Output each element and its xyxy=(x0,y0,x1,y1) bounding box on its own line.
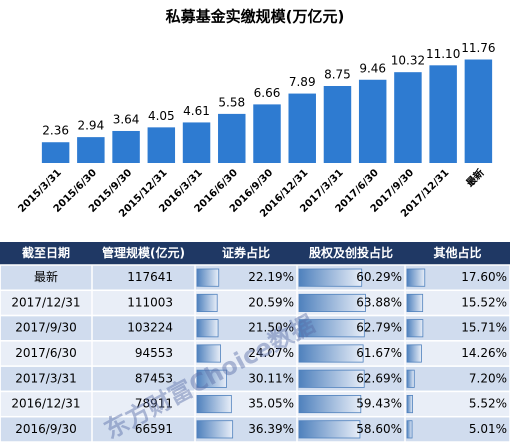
cell-text: 20.59% xyxy=(248,295,294,309)
cell-text: 2017/3/31 xyxy=(15,371,77,385)
cell-bar xyxy=(406,293,424,312)
cell-text: 15.52% xyxy=(461,295,507,309)
data-label: 11.10 xyxy=(426,47,460,61)
cell-text: 103224 xyxy=(127,321,173,335)
cell-text: 62.69% xyxy=(356,371,402,385)
bar xyxy=(429,65,457,163)
data-label: 10.32 xyxy=(391,54,425,68)
cell-text: 63.88% xyxy=(356,295,402,309)
cell-bar xyxy=(196,395,232,414)
cell-bar xyxy=(406,369,415,388)
cell-text: 5.01% xyxy=(469,422,507,436)
cell-bar xyxy=(406,420,413,439)
chart-title: 私募基金实缴规模(万亿元) xyxy=(165,8,345,26)
column-header: 股权及创投占比 xyxy=(309,245,393,260)
column-header: 证券占比 xyxy=(222,245,270,260)
column-header: 截至日期 xyxy=(22,245,70,260)
bar xyxy=(464,59,493,163)
cell-text: 15.71% xyxy=(461,321,507,335)
cell-text: 2017/6/30 xyxy=(15,346,77,360)
cell-text: 62.79% xyxy=(356,321,402,335)
cell-bar xyxy=(298,420,361,439)
cell-text: 14.26% xyxy=(461,346,507,360)
cell-bar xyxy=(196,369,227,388)
cell-text: 66591 xyxy=(135,422,173,436)
cell-bar xyxy=(298,369,365,388)
data-label: 6.66 xyxy=(254,86,281,100)
cell-bar xyxy=(406,319,424,338)
cell-bar xyxy=(298,268,363,287)
data-label: 9.46 xyxy=(359,61,386,75)
data-label: 7.89 xyxy=(289,75,316,89)
cell-text: 30.11% xyxy=(248,371,294,385)
cell-bar xyxy=(298,344,364,363)
bar xyxy=(288,93,316,163)
cell-bar xyxy=(406,268,426,287)
bar xyxy=(41,142,70,163)
bar xyxy=(218,113,246,163)
cell-text: 24.07% xyxy=(248,346,294,360)
cell-text: 111003 xyxy=(127,295,173,309)
cell-text: 78911 xyxy=(135,397,173,411)
cell-text: 94553 xyxy=(135,346,173,360)
data-label: 2.94 xyxy=(77,119,104,133)
cell-text: 21.50% xyxy=(248,321,294,335)
cell-bar xyxy=(406,395,413,414)
cell-text: 35.05% xyxy=(248,397,294,411)
bar xyxy=(253,104,281,163)
cell-text: 36.39% xyxy=(248,422,294,436)
cell-bar xyxy=(196,319,219,338)
cell-bar xyxy=(196,268,220,287)
cell-bar xyxy=(298,293,366,312)
cell-text: 2016/12/31 xyxy=(11,397,80,411)
data-label: 4.05 xyxy=(148,109,175,123)
cell-bar xyxy=(196,420,234,439)
cell-text: 61.67% xyxy=(356,346,402,360)
data-label: 4.61 xyxy=(183,104,210,118)
cell-text: 117641 xyxy=(127,270,173,284)
data-label: 11.76 xyxy=(461,41,495,55)
cell-bar xyxy=(196,293,218,312)
cell-bar xyxy=(298,395,362,414)
table-header xyxy=(0,242,510,265)
column-header: 管理规模(亿元) xyxy=(102,245,185,260)
bar xyxy=(147,127,176,163)
bar xyxy=(77,137,105,163)
cell-text: 17.60% xyxy=(461,270,507,284)
cell-text: 60.29% xyxy=(356,270,402,284)
cell-text: 2017/12/31 xyxy=(11,295,80,309)
bar xyxy=(323,86,352,163)
cell-text: 87453 xyxy=(135,371,173,385)
bar xyxy=(112,130,140,163)
cell-text: 2016/9/30 xyxy=(15,422,77,436)
cell-bar xyxy=(196,344,221,363)
table-row xyxy=(0,415,510,442)
cell-text: 7.20% xyxy=(469,371,507,385)
column-header: 其他占比 xyxy=(433,245,481,260)
table-row xyxy=(0,340,510,367)
cell-text: 59.43% xyxy=(356,397,402,411)
bar xyxy=(394,72,422,163)
cell-bar xyxy=(298,319,365,338)
bar xyxy=(358,79,387,163)
cell-text: 58.60% xyxy=(356,422,402,436)
bar xyxy=(182,122,211,163)
cell-text: 2017/9/30 xyxy=(15,321,77,335)
data-label: 3.64 xyxy=(113,112,140,126)
data-label: 2.36 xyxy=(42,124,69,138)
cell-text: 22.19% xyxy=(248,270,294,284)
cell-text: 5.52% xyxy=(469,397,507,411)
cell-bar xyxy=(406,344,422,363)
data-label: 5.58 xyxy=(218,95,245,109)
cell-text: 最新 xyxy=(34,269,58,284)
data-label: 8.75 xyxy=(324,68,351,82)
